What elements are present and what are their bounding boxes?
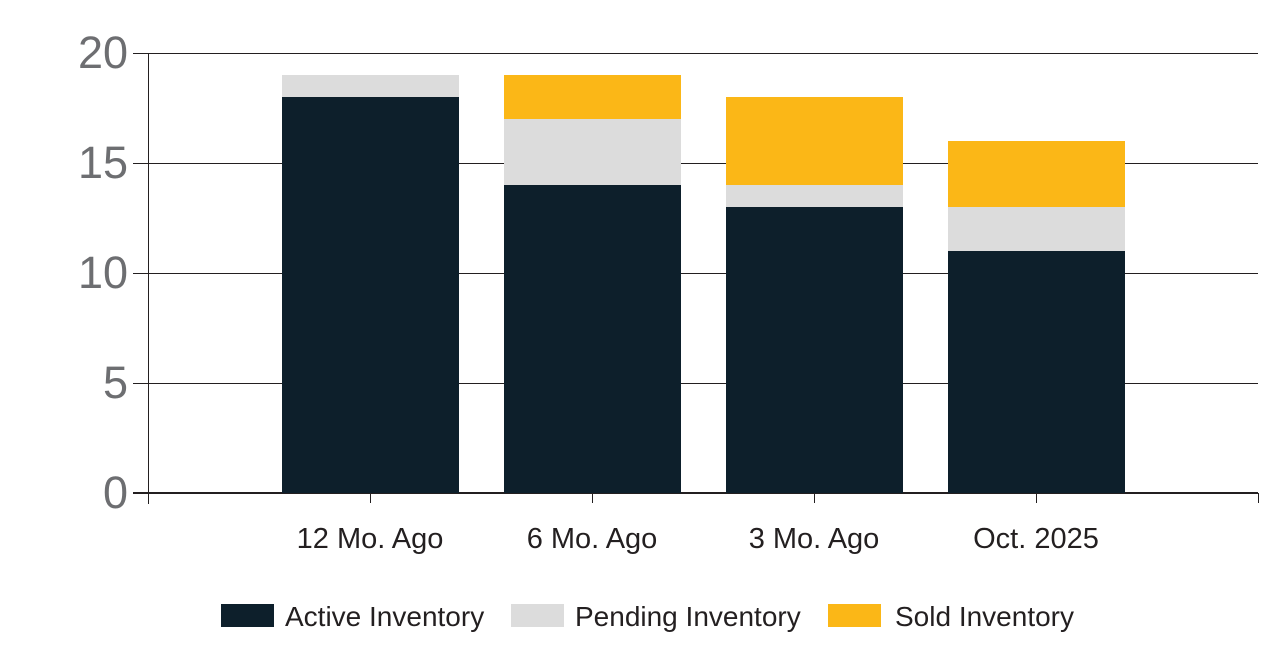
x-axis-tick	[592, 493, 593, 503]
legend-swatch-sold-inventory	[828, 604, 881, 627]
legend-swatch-pending-inventory	[511, 604, 564, 627]
x-axis-label: Oct. 2025	[973, 523, 1099, 555]
x-axis-label: 6 Mo. Ago	[526, 523, 658, 555]
bar-segment-active-inventory	[725, 207, 903, 493]
y-axis-line	[148, 53, 149, 504]
bar-segment-sold-inventory	[947, 141, 1125, 207]
legend-swatch-active-inventory	[221, 604, 274, 627]
gridline-y-15	[133, 163, 1258, 164]
x-axis-end-tick	[1258, 493, 1259, 503]
bar-group-2	[503, 75, 681, 493]
x-axis-tick	[814, 493, 815, 503]
gridline-y-5	[133, 383, 1258, 384]
y-axis-tick-label: 10	[77, 247, 128, 298]
bar-segment-pending-inventory	[281, 75, 459, 97]
bar-segment-pending-inventory	[725, 185, 903, 207]
y-axis-tick-label: 5	[102, 357, 128, 408]
bar-segment-active-inventory	[947, 251, 1125, 493]
x-axis-label: 12 Mo. Ago	[296, 523, 444, 555]
bar-segment-sold-inventory	[503, 75, 681, 119]
x-axis-label: 3 Mo. Ago	[748, 523, 880, 555]
legend-label: Sold Inventory	[895, 601, 1074, 632]
x-axis-tick	[370, 493, 371, 503]
bar-group-3	[725, 97, 903, 493]
bar-segment-active-inventory	[503, 185, 681, 493]
bar-segment-sold-inventory	[725, 97, 903, 185]
x-axis-tick	[1036, 493, 1037, 503]
gridline-y-20	[133, 53, 1258, 54]
legend-label: Pending Inventory	[575, 601, 801, 632]
gridline-y-0	[133, 492, 1258, 494]
plot-area: 0 5 10 15 20 12 Mo. Ago 6 Mo. Ago 3 Mo. Ago Oct.…	[78, 28, 1259, 555]
legend-label: Active Inventory	[285, 601, 485, 632]
gridline-y-10	[133, 273, 1258, 274]
y-axis-tick-label: 0	[102, 467, 128, 518]
legend: Active Inventory Pending Inventory Sold In…	[0, 602, 1261, 636]
y-axis-tick-label: 20	[77, 27, 128, 78]
y-axis-tick-label: 15	[77, 137, 128, 188]
bar-segment-pending-inventory	[503, 119, 681, 185]
bar-group-4	[947, 141, 1125, 493]
bar-segment-active-inventory	[281, 97, 459, 493]
bar-segment-pending-inventory	[947, 207, 1125, 251]
bar-group-1	[281, 75, 459, 493]
